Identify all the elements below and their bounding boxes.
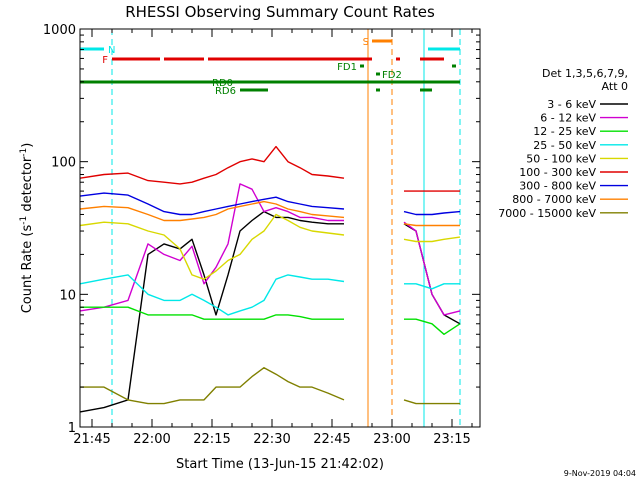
flag-label-fd2: FD2 — [382, 70, 402, 81]
series-line-12-25-kev-before-gap — [80, 306, 344, 320]
series-line-3-6-kev-before-gap — [79, 210, 344, 413]
legend-header-line2: Att 0 — [602, 80, 628, 93]
legend-label-6-12-kev: 6 - 12 keV — [540, 112, 596, 125]
flag-label-rd6: RD6 — [215, 86, 236, 97]
series-line-6-12-kev-before-gap — [79, 183, 344, 312]
series-line-100-300-kev-before-gap — [79, 145, 345, 185]
x-axis-label: Start Time (13-Jun-15 21:42:02) — [176, 457, 384, 472]
legend-label-7000-15000-kev: 7000 - 15000 keV — [498, 207, 596, 220]
chart-title: RHESSI Observing Summary Count Rates — [125, 3, 435, 21]
series-line-300-800-kev-after-gap — [403, 210, 461, 216]
footer-date: 9-Nov-2019 04:04 — [564, 469, 636, 478]
axes: 21:45 22:00 22:15 22:30 22:45 23:00 23:15 1 10 10… — [43, 23, 480, 447]
x-tick-label: 22:15 — [193, 432, 230, 447]
legend-label-800-7000-kev: 800 - 7000 keV — [512, 193, 596, 206]
y-tick-label: 100 — [51, 156, 76, 171]
flag-label-s: S — [363, 37, 369, 48]
series-line-800-7000-kev-before-gap — [79, 200, 345, 222]
plot-area — [79, 29, 461, 427]
series-layer — [79, 145, 461, 413]
legend-label-25-50-kev: 25 - 50 keV — [533, 139, 596, 152]
y-axis-label: Count Rate (s-1 detector-1) — [19, 143, 35, 314]
x-tick-label: 23:15 — [433, 432, 470, 447]
series-line-50-100-kev-before-gap — [79, 213, 345, 280]
series-line-6-12-kev-after-gap — [403, 221, 461, 316]
plot-frame — [79, 28, 481, 428]
x-tick-label: 22:45 — [313, 432, 350, 447]
flag-label-f: F — [102, 55, 108, 66]
series-line-7000-15000-kev-after-gap — [403, 399, 460, 405]
legend-label-50-100-kev: 50 - 100 keV — [526, 152, 596, 165]
legend-label-12-25-kev: 12 - 25 keV — [533, 125, 596, 138]
series-line-300-800-kev-before-gap — [79, 192, 345, 216]
x-tick-label: 22:30 — [253, 432, 290, 447]
x-tick-label: 23:00 — [373, 432, 410, 447]
series-line-25-50-kev-after-gap — [404, 283, 460, 290]
flag-label-fd1: FD1 — [337, 62, 357, 73]
series-line-7000-15000-kev-before-gap — [80, 367, 345, 405]
x-tick-label: 21:45 — [73, 432, 110, 447]
y-tick-label: 10 — [59, 288, 76, 303]
series-line-12-25-kev-after-gap — [404, 318, 461, 335]
flag-label-rd0: RD0 — [212, 78, 233, 89]
y-tick-label: 1000 — [43, 23, 76, 38]
series-line-50-100-kev-after-gap — [403, 236, 461, 243]
legend-header-line1: Det 1,3,5,6,7,9, — [542, 67, 628, 80]
legend-label-300-800-kev: 300 - 800 keV — [519, 180, 596, 193]
flag-label-n: N — [108, 45, 115, 56]
series-line-800-7000-kev-after-gap — [403, 223, 460, 227]
legend-label-3-6-kev: 3 - 6 keV — [547, 98, 596, 111]
y-tick-label: 1 — [68, 421, 76, 436]
series-line-25-50-kev-before-gap — [79, 274, 345, 316]
legend-label-100-300-kev: 100 - 300 keV — [519, 166, 596, 179]
x-tick-label: 22:00 — [133, 432, 170, 447]
